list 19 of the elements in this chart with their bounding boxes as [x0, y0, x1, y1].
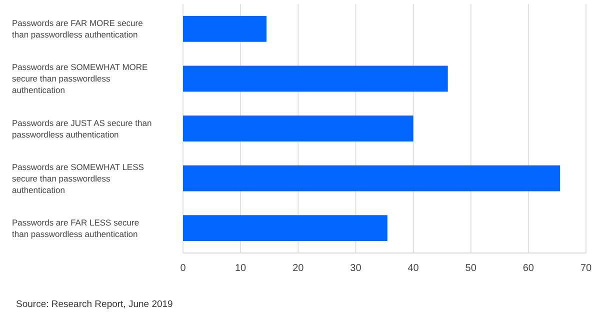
y-tick-label: Passwords are JUST AS secure than passwordless authentication	[12, 118, 152, 140]
x-tick-label: 60	[522, 263, 534, 274]
y-tick-label: Passwords are FAR LESS secure than passwordless authentication	[12, 217, 140, 239]
y-tick-label: Passwords are SOMEWHAT MORE secure than passwordless authentication	[12, 62, 148, 96]
bar	[183, 16, 266, 42]
x-tick-label: 40	[408, 263, 420, 274]
x-tick-label: 50	[465, 263, 477, 274]
bar	[183, 165, 560, 192]
x-tick-label: 20	[292, 263, 304, 274]
x-tick-label: 70	[580, 263, 592, 274]
bar	[183, 116, 414, 142]
x-tick-label: 0	[180, 263, 186, 274]
x-tick-label: 10	[235, 263, 247, 274]
y-tick-label: Passwords are SOMEWHAT LESS secure than passwordless authentication	[12, 162, 144, 195]
bar	[183, 215, 388, 242]
bar	[183, 66, 448, 92]
y-tick-label: Passwords are FAR MORE secure than passwordless authentication	[12, 18, 144, 40]
source-note: Source: Research Report, June 2019	[16, 299, 173, 310]
x-tick-label: 30	[350, 263, 362, 274]
